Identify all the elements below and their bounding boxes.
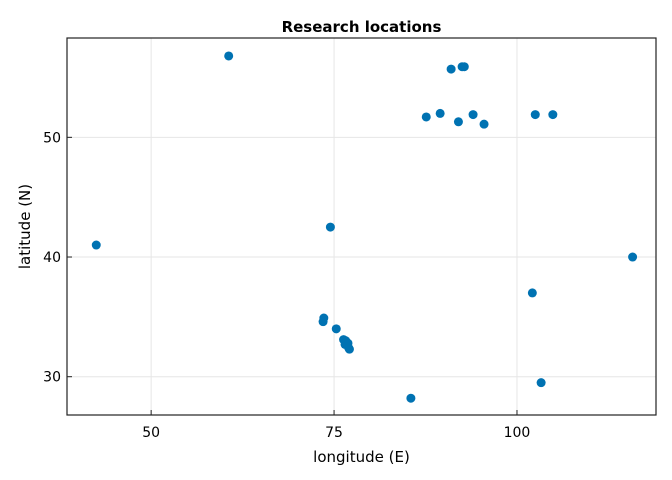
data-point [479, 119, 489, 129]
data-point [446, 64, 456, 74]
data-point [331, 324, 341, 334]
data-points [91, 51, 638, 403]
data-point [406, 393, 416, 403]
data-point [435, 108, 445, 118]
data-point [459, 62, 469, 72]
y-tick-label: 50 [43, 130, 61, 146]
plot-frame [66, 37, 657, 416]
chart-title: Research locations [282, 18, 442, 36]
data-point [224, 51, 234, 61]
data-point [453, 117, 463, 127]
grid-lines [67, 38, 656, 415]
data-point [344, 344, 354, 354]
data-point [536, 378, 546, 388]
data-point [468, 110, 478, 120]
data-point [91, 240, 101, 250]
y-tick-label: 40 [43, 250, 61, 266]
data-point [527, 288, 537, 298]
data-point [421, 112, 431, 122]
y-axis-label: latitude (N) [16, 184, 34, 269]
x-tick-label: 100 [504, 425, 531, 441]
data-point [530, 110, 540, 120]
x-tick-label: 50 [142, 425, 160, 441]
y-tick-label: 30 [43, 370, 61, 386]
data-point [548, 110, 558, 120]
x-axis-label: longitude (E) [313, 448, 410, 466]
axis-ticks: 50 75 100 30 40 50 [43, 130, 530, 441]
data-point [325, 222, 335, 232]
data-point [318, 317, 328, 327]
data-point [628, 252, 638, 262]
x-tick-label: 75 [325, 425, 343, 441]
